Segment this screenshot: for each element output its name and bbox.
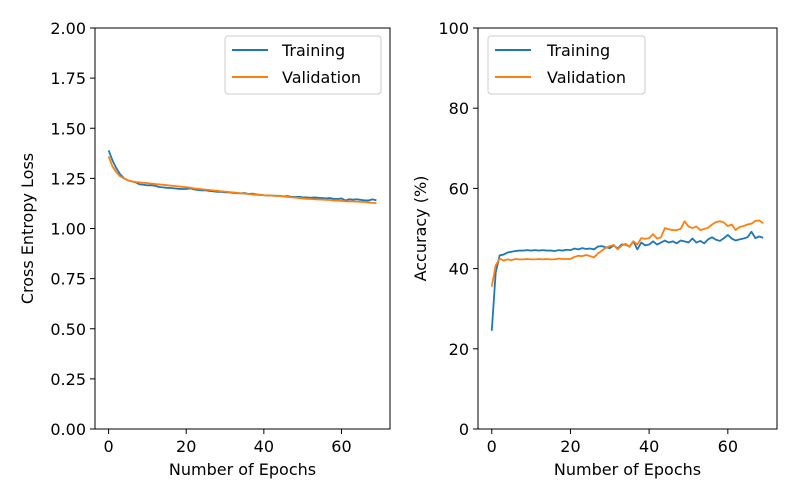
accuracy-y-tick-label: 100 — [438, 19, 469, 38]
loss-chart: 0 20 40 60 0.00 0.25 0.50 0.75 1.00 1.25 1.50 1.75… — [18, 19, 391, 479]
loss-plot-area — [94, 27, 391, 430]
accuracy-x-tick-label: 0 — [487, 437, 497, 456]
loss-y-tick-label: 0.75 — [50, 270, 86, 289]
accuracy-y-tick-label: 40 — [449, 260, 469, 279]
accuracy-legend: Training Validation — [487, 35, 646, 95]
loss-y-tick-label: 0.25 — [50, 370, 86, 389]
accuracy-legend-validation-label: Validation — [547, 68, 626, 87]
loss-y-tick-label: 1.00 — [50, 220, 86, 239]
loss-y-ticks: 0.00 0.25 0.50 0.75 1.00 1.25 1.50 1.75 2.00 — [50, 19, 95, 439]
loss-x-axis-label: Number of Epochs — [169, 460, 316, 479]
loss-y-tick-label: 0.00 — [50, 420, 86, 439]
loss-y-tick-label: 1.50 — [50, 119, 86, 138]
loss-x-tick-label: 20 — [176, 437, 196, 456]
accuracy-y-tick-label: 80 — [449, 99, 469, 118]
loss-y-axis-label: Cross Entropy Loss — [18, 153, 37, 304]
accuracy-chart: 0 20 40 60 0 20 40 60 80 100 Number of Epochs Ac… — [411, 19, 778, 479]
accuracy-validation-line — [490, 219, 764, 287]
loss-y-tick-label: 1.75 — [50, 69, 86, 88]
accuracy-y-tick-label: 60 — [449, 179, 469, 198]
loss-y-tick-label: 2.00 — [50, 19, 86, 38]
loss-legend-training-label: Training — [281, 41, 345, 60]
accuracy-y-axis-label: Accuracy (%) — [411, 176, 430, 282]
loss-x-ticks: 0 20 40 60 — [103, 429, 352, 456]
accuracy-y-ticks: 0 20 40 60 80 100 — [438, 19, 478, 439]
loss-y-tick-label: 0.50 — [50, 320, 86, 339]
loss-x-tick-label: 40 — [254, 437, 274, 456]
accuracy-x-ticks: 0 20 40 60 — [487, 429, 738, 456]
loss-validation-line — [107, 155, 377, 204]
accuracy-x-tick-label: 40 — [639, 437, 659, 456]
loss-legend-validation-label: Validation — [282, 68, 361, 87]
loss-y-tick-label: 1.25 — [50, 169, 86, 188]
accuracy-y-tick-label: 20 — [449, 340, 469, 359]
loss-legend: Training Validation — [224, 35, 382, 95]
loss-x-tick-label: 60 — [331, 437, 351, 456]
loss-x-tick-label: 0 — [103, 437, 113, 456]
accuracy-series-lines — [490, 219, 764, 331]
accuracy-y-tick-label: 0 — [459, 420, 469, 439]
loss-series-lines — [107, 149, 377, 204]
accuracy-legend-training-label: Training — [546, 41, 610, 60]
accuracy-x-tick-label: 20 — [560, 437, 580, 456]
accuracy-x-tick-label: 60 — [718, 437, 738, 456]
accuracy-x-axis-label: Number of Epochs — [554, 460, 701, 479]
accuracy-plot-area — [477, 27, 778, 430]
